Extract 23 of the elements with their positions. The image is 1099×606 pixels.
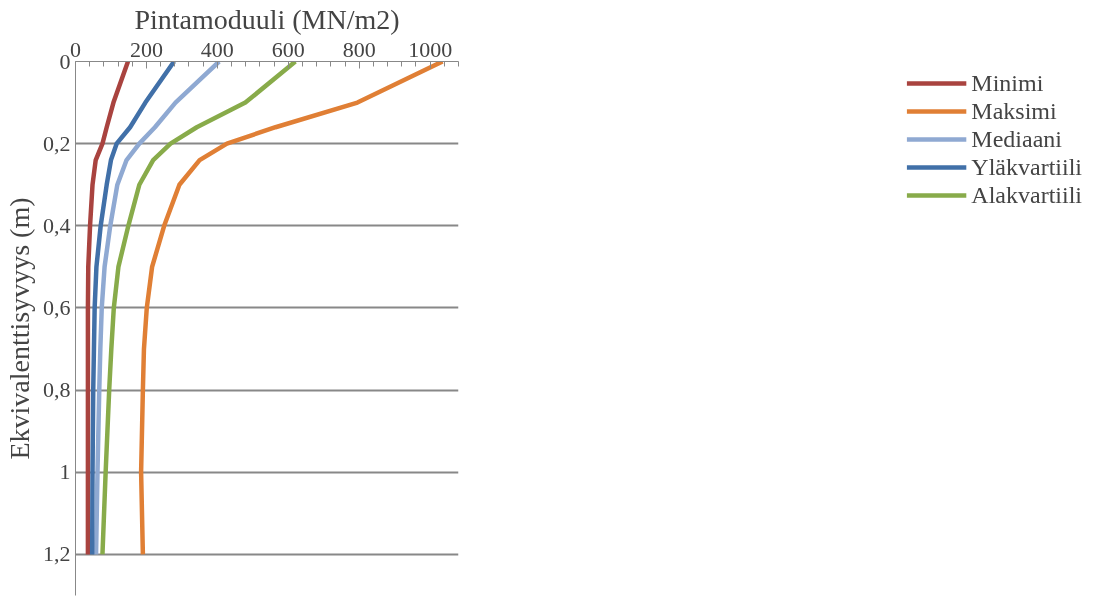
y-tick-label: 0,2: [43, 130, 71, 156]
legend-label: Maksimi: [971, 97, 1057, 125]
line-series: [100, 61, 298, 557]
y-tick-label: 0,6: [43, 294, 71, 320]
x-tick-label: 200: [129, 36, 163, 62]
y-tick-label: 0,4: [43, 212, 71, 238]
line-series: [93, 61, 222, 557]
line-series: [138, 61, 445, 557]
x-tick-label: 600: [271, 36, 305, 62]
y-axis-title: Ekvivalenttisyvyys (m): [4, 197, 35, 460]
x-tick-label: 400: [200, 36, 234, 62]
line-series: [85, 61, 131, 557]
legend-label: Yläkvartiili: [971, 153, 1082, 181]
x-tick-label: 800: [342, 36, 376, 62]
line-series: [89, 61, 177, 557]
legend-label: Mediaani: [971, 125, 1062, 153]
legend-label: Alakvartiili: [971, 181, 1082, 209]
legend-label: Minimi: [971, 69, 1044, 97]
y-tick-label: 1,2: [43, 541, 71, 567]
x-tick-label: 1000: [408, 36, 453, 62]
y-tick-label: 1: [59, 459, 71, 485]
y-tick-label: 0,8: [43, 377, 71, 403]
x-axis-title: Pintamoduuli (MN/m2): [134, 3, 400, 35]
